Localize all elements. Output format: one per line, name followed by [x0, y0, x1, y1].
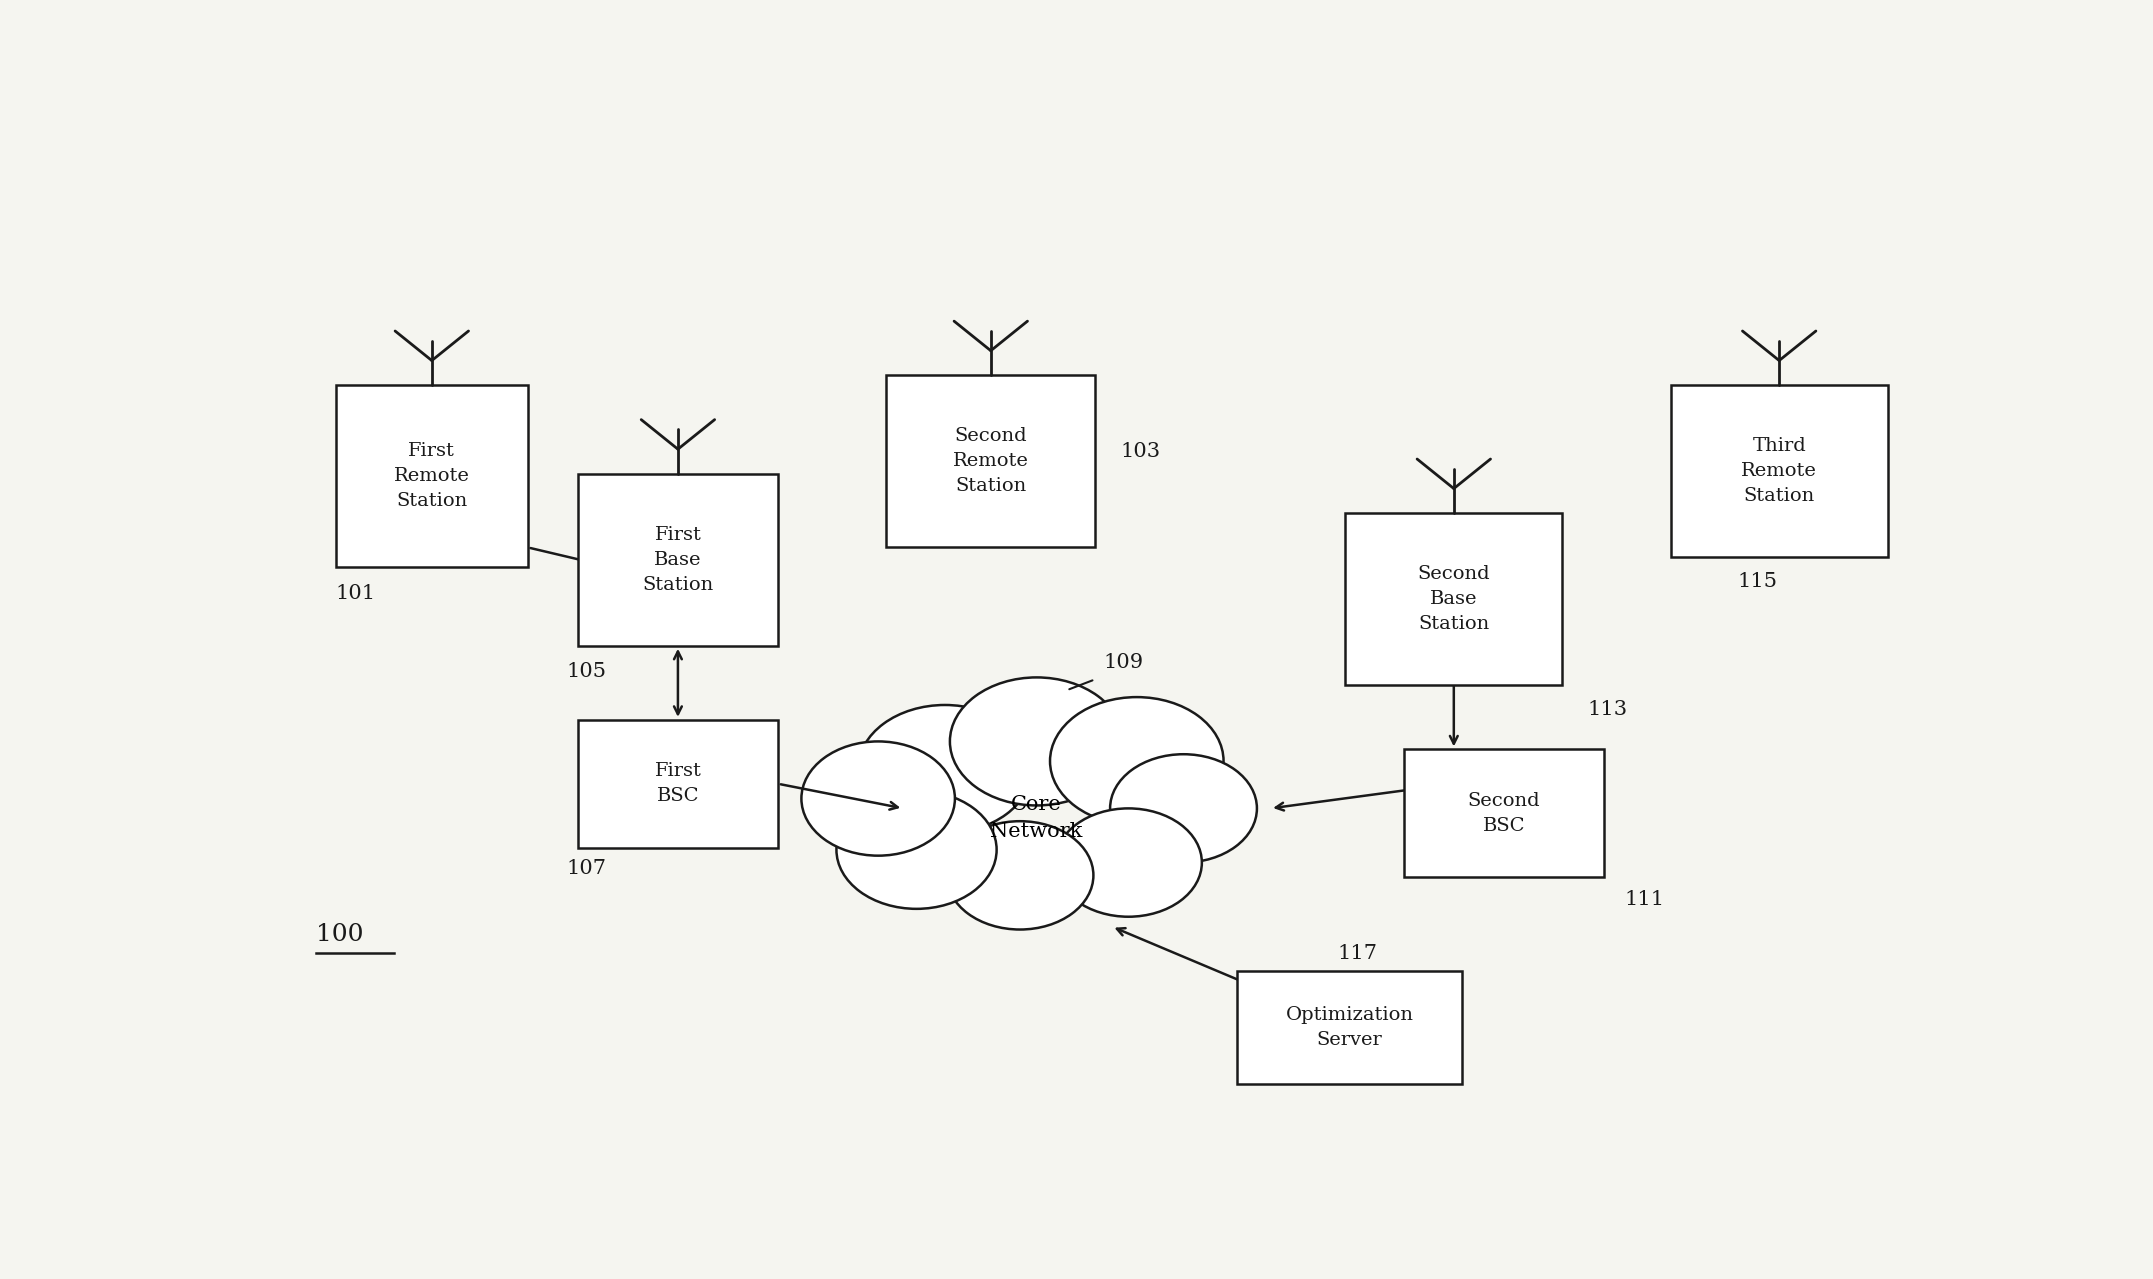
Text: 100: 100 — [316, 923, 364, 946]
Text: Optimization
Server: Optimization Server — [1285, 1007, 1415, 1049]
Ellipse shape — [949, 678, 1124, 806]
Text: Core
Network: Core Network — [990, 796, 1083, 842]
Text: Third
Remote
Station: Third Remote Station — [1742, 437, 1817, 505]
Text: 111: 111 — [1623, 890, 1664, 909]
Bar — [1346, 513, 1563, 686]
Ellipse shape — [1055, 808, 1201, 917]
Bar — [1236, 971, 1462, 1085]
Text: Second
BSC: Second BSC — [1468, 792, 1539, 835]
Text: 109: 109 — [1102, 652, 1143, 671]
Ellipse shape — [1111, 755, 1257, 862]
Bar — [1671, 385, 1888, 558]
Text: First
BSC: First BSC — [655, 762, 702, 806]
Bar — [887, 375, 1096, 547]
Text: First
Base
Station: First Base Station — [642, 526, 713, 593]
Text: 117: 117 — [1337, 944, 1378, 963]
Bar — [336, 385, 527, 567]
Ellipse shape — [1051, 697, 1223, 825]
Text: 107: 107 — [566, 859, 607, 879]
Ellipse shape — [859, 705, 1031, 833]
Text: 105: 105 — [566, 663, 607, 682]
Ellipse shape — [835, 790, 997, 909]
Ellipse shape — [947, 821, 1094, 930]
Text: 101: 101 — [336, 583, 377, 602]
Text: First
Remote
Station: First Remote Station — [394, 443, 469, 510]
Bar — [577, 473, 777, 646]
Text: Second
Base
Station: Second Base Station — [1417, 565, 1490, 633]
Text: Second
Remote
Station: Second Remote Station — [954, 427, 1029, 495]
Bar — [1404, 749, 1604, 877]
Text: 113: 113 — [1587, 700, 1628, 719]
Text: 115: 115 — [1737, 572, 1778, 591]
Text: 103: 103 — [1120, 441, 1160, 460]
Ellipse shape — [801, 742, 956, 856]
Bar — [577, 720, 777, 848]
